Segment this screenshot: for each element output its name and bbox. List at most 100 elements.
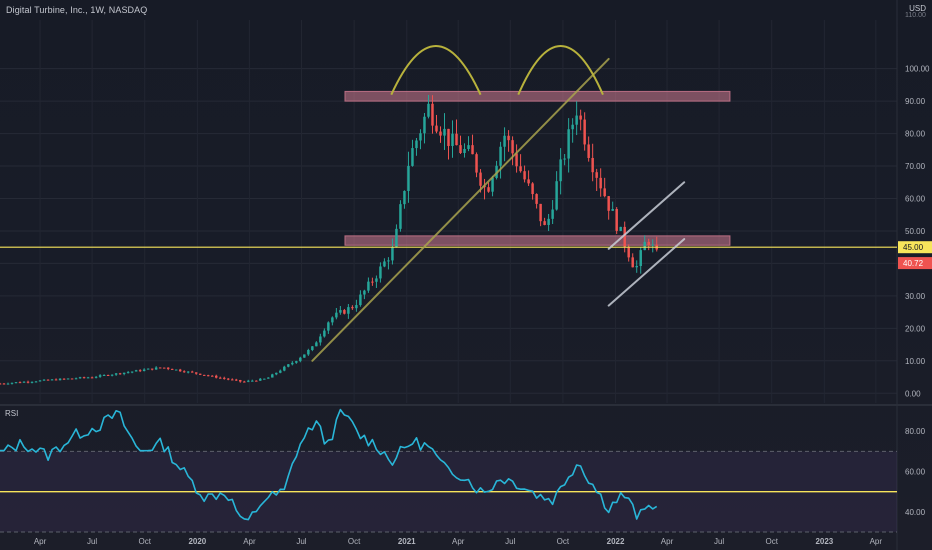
price-tick-label: 80.00 xyxy=(905,130,926,139)
candle-body xyxy=(591,158,593,172)
rsi-label[interactable]: RSI xyxy=(5,409,18,418)
candle-body xyxy=(247,381,249,382)
candle-body xyxy=(139,370,141,371)
candle-body xyxy=(363,291,365,295)
price-zone[interactable] xyxy=(345,236,730,245)
candle-body xyxy=(11,383,13,384)
candle-body xyxy=(79,377,81,378)
price-zone[interactable] xyxy=(345,91,730,101)
time-tick-label: Apr xyxy=(34,537,47,546)
candle-body xyxy=(127,372,129,373)
candle-body xyxy=(395,229,397,247)
candle-body xyxy=(523,171,525,179)
candle-body xyxy=(275,373,277,375)
candle-body xyxy=(543,221,545,225)
candle-body xyxy=(407,166,409,191)
candle-body xyxy=(359,295,361,306)
candle-body xyxy=(595,172,597,178)
candle-body xyxy=(99,375,101,377)
candle-body xyxy=(195,372,197,373)
candle-body xyxy=(583,120,585,145)
price-tick-label: 20.00 xyxy=(905,324,926,333)
candle-body xyxy=(635,266,637,267)
candle-body xyxy=(87,377,89,378)
time-tick-label: 2021 xyxy=(398,537,416,546)
candle-body xyxy=(295,361,297,363)
candle-body xyxy=(459,145,461,153)
candle-body xyxy=(207,375,209,376)
candle-body xyxy=(555,181,557,209)
currency-label[interactable]: USD xyxy=(909,4,926,13)
candle-body xyxy=(383,261,385,266)
candle-body xyxy=(399,204,401,229)
candle-body xyxy=(631,257,633,267)
candle-body xyxy=(103,375,105,376)
candle-body xyxy=(283,367,285,371)
time-tick-label: 2020 xyxy=(188,537,206,546)
time-tick-label: Oct xyxy=(348,537,361,546)
candle-body xyxy=(63,379,65,380)
candle-body xyxy=(95,377,97,378)
time-tick-label: Oct xyxy=(557,537,570,546)
candle-body xyxy=(43,380,45,381)
candle-body xyxy=(303,354,305,357)
candle-body xyxy=(215,376,217,378)
candle-body xyxy=(143,370,145,372)
candle-body xyxy=(111,375,113,376)
time-tick-label: Jul xyxy=(296,537,306,546)
candle-body xyxy=(579,116,581,120)
candle-body xyxy=(471,145,473,154)
candle-body xyxy=(243,382,245,383)
level-price-tag-text: 45.00 xyxy=(903,243,924,252)
candle-body xyxy=(463,149,465,153)
candle-body xyxy=(539,204,541,221)
candle-body xyxy=(31,382,33,383)
candle-body xyxy=(199,374,201,375)
candle-body xyxy=(67,378,69,379)
candle-body xyxy=(71,378,73,379)
candle-body xyxy=(159,367,161,368)
candle-body xyxy=(271,374,273,377)
price-top-tick-label: 110.00 xyxy=(905,12,926,19)
candle-body xyxy=(391,247,393,261)
candle-body xyxy=(123,373,125,374)
candle-body xyxy=(167,368,169,369)
candle-body xyxy=(223,378,225,379)
candle-body xyxy=(527,179,529,183)
rsi-tick-label: 40.00 xyxy=(905,508,926,517)
candle-body xyxy=(203,375,205,376)
chart-title: Digital Turbine, Inc., 1W, NASDAQ xyxy=(6,5,147,15)
candle-body xyxy=(423,117,425,134)
candle-body xyxy=(559,159,561,181)
time-tick-label: Jul xyxy=(714,537,724,546)
price-tick-label: 30.00 xyxy=(905,292,926,301)
candle-body xyxy=(39,380,41,381)
candle-body xyxy=(59,379,61,381)
candle-body xyxy=(191,372,193,373)
candle-body xyxy=(507,136,509,140)
price-tick-label: 90.00 xyxy=(905,97,926,106)
candle-body xyxy=(647,242,649,245)
rsi-tick-label: 60.00 xyxy=(905,468,926,477)
rsi-tick-label: 80.00 xyxy=(905,427,926,436)
time-tick-label: 2022 xyxy=(607,537,625,546)
double-top-arc[interactable] xyxy=(518,46,603,95)
time-tick-label: Apr xyxy=(661,537,674,546)
candle-body xyxy=(171,369,173,370)
candle-body xyxy=(467,145,469,149)
support-resistance-zones xyxy=(345,91,730,245)
candle-body xyxy=(355,305,357,308)
time-tick-label: Apr xyxy=(870,537,883,546)
candle-body xyxy=(147,369,149,370)
candle-body xyxy=(535,194,537,204)
candle-body xyxy=(515,153,517,166)
candle-body xyxy=(319,336,321,342)
trendline[interactable] xyxy=(312,59,608,361)
price-tick-label: 70.00 xyxy=(905,162,926,171)
price-tick-label: 100.00 xyxy=(905,65,930,74)
candle-body xyxy=(331,317,333,322)
candle-body xyxy=(3,384,5,385)
double-top-arc[interactable] xyxy=(391,46,480,95)
candle-body xyxy=(255,381,257,382)
candle-body xyxy=(599,178,601,189)
